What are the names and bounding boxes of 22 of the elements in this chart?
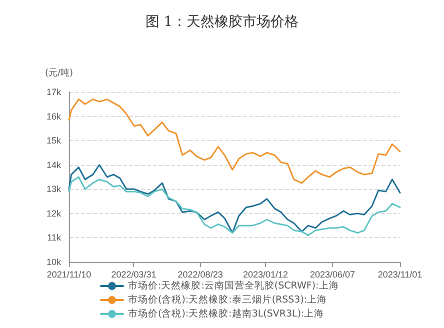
y-tick-label: 10k [46,257,62,267]
line-series [68,164,401,234]
legend-label: 市场价(含税):天然橡胶:泰三烟片(RSS3):上海 [128,294,328,306]
line-series [68,176,401,236]
y-tick-label: 11k [47,232,62,243]
x-tick-label: 2023/01/12 [242,270,288,280]
y-tick-label: 16k [46,111,62,122]
x-tick-label: 2023/11/01 [378,270,422,280]
x-tick-label: 2021/11/10 [46,270,92,280]
legend-label: 市场价(含税):天然橡胶:越南3L(SVR3L):上海 [128,308,324,320]
y-axis-title: (元/吨) [45,68,74,78]
y-tick-label: 13k [46,184,62,194]
legend-label: 市场价:天然橡胶:云南国营全乳胶(SCRWF):上海 [128,280,339,292]
y-tick-label: 15k [46,136,62,146]
chart-title: 图 1：天然橡胶市场价格 [145,14,299,30]
x-tick-label: 2023/06/07 [310,270,356,280]
line-series [68,98,401,184]
y-tick-label: 14k [46,160,62,170]
y-tick-label: 17k [46,87,62,97]
x-tick-label: 2022/03/31 [111,270,156,280]
y-tick-label: 12k [46,208,62,218]
x-tick-label: 2022/08/23 [178,270,223,280]
